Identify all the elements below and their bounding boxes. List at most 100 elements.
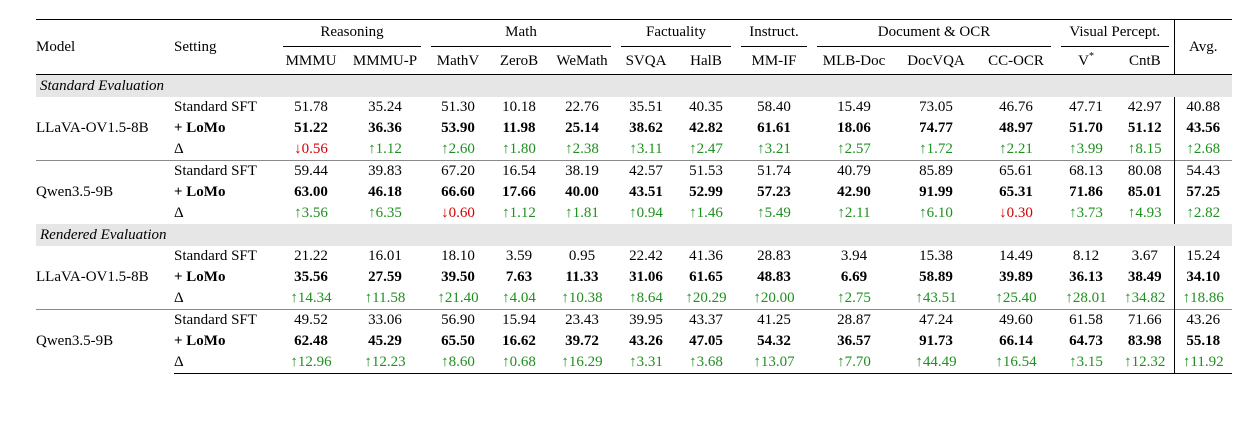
score-cell: 51.74	[736, 160, 813, 182]
delta-cell: ↑0.94	[629, 205, 663, 221]
delta-cell: ↑4.04	[502, 290, 536, 306]
score-cell: 36.36	[368, 120, 402, 136]
score-cell: 18.06	[837, 120, 871, 136]
score-cell: 27.59	[368, 269, 402, 285]
score-cell: 61.65	[689, 269, 723, 285]
section-title: Standard Evaluation	[36, 74, 1233, 97]
score-cell: 57.23	[757, 184, 791, 200]
score-cell: 66.60	[441, 184, 475, 200]
delta-cell: ↓0.56	[294, 141, 328, 157]
score-cell: 64.73	[1069, 333, 1103, 349]
score-cell: 8.12	[1072, 248, 1100, 264]
column-header: CC-OCR	[976, 48, 1057, 75]
delta-cell: ↑21.40	[437, 290, 479, 306]
table-row: Δ ↑14.34 ↑11.58 ↑21.40 ↑4.04 ↑10.38 ↑8.64 ↑20.2…	[36, 288, 1233, 310]
column-header: MathV	[426, 48, 491, 75]
score-cell: 7.63	[505, 269, 533, 285]
group-header: Document & OCR	[812, 19, 1057, 48]
score-cell: 54.43	[1173, 160, 1233, 182]
delta-cell: ↑8.60	[426, 352, 491, 374]
delta-cell: ↑44.49	[896, 352, 977, 374]
score-cell: 39.89	[999, 269, 1033, 285]
delta-cell: ↑14.34	[290, 290, 332, 306]
delta-cell: ↑6.10	[919, 205, 953, 221]
column-header: MMMU	[278, 48, 344, 75]
delta-cell: ↑5.49	[757, 205, 791, 221]
score-cell: 39.95	[616, 309, 677, 331]
group-header: Math	[426, 19, 617, 48]
table-row: Δ ↑12.96 ↑12.23 ↑8.60 ↑0.68 ↑16.29 ↑3.31 ↑3.68 ↑…	[36, 352, 1233, 374]
delta-cell: ↓0.60	[441, 205, 475, 221]
score-cell: 51.70	[1069, 120, 1103, 136]
setting-label: Δ	[174, 290, 184, 306]
score-cell: 10.18	[502, 99, 536, 115]
model-name: Qwen3.5-9B	[36, 160, 174, 224]
delta-cell: ↑12.23	[344, 352, 427, 374]
score-cell: 43.56	[1173, 118, 1233, 139]
score-cell: 51.30	[441, 99, 475, 115]
section-header-row: Rendered Evaluation	[36, 224, 1233, 246]
column-header: MMMU-P	[344, 48, 427, 75]
score-cell: 36.13	[1069, 269, 1103, 285]
table-body: Standard Evaluation LLaVA-OV1.5-8B Standar…	[36, 74, 1233, 374]
group-header: Instruct.	[736, 19, 813, 48]
score-cell: 67.20	[426, 160, 491, 182]
score-cell: 11.33	[565, 269, 599, 285]
score-cell: 43.26	[1173, 309, 1233, 331]
score-cell: 22.42	[629, 248, 663, 264]
delta-cell: ↑2.11	[837, 205, 871, 221]
score-cell: 83.98	[1127, 333, 1162, 349]
score-cell: 18.10	[441, 248, 475, 264]
score-cell: 48.83	[757, 269, 791, 285]
delta-cell: ↑3.56	[294, 205, 328, 221]
score-cell: 3.94	[840, 248, 868, 264]
delta-cell: ↑2.75	[837, 290, 871, 306]
score-cell: 16.54	[490, 160, 549, 182]
score-cell: 55.18	[1173, 331, 1233, 352]
group-header: Factuality	[616, 19, 737, 48]
delta-cell: ↑3.21	[757, 141, 791, 157]
table-row: LLaVA-OV1.5-8B Standard SFT 21.22 16.01 18.1…	[36, 246, 1233, 285]
table-row: Qwen3.5-9B Standard SFT 59.44 39.83 67.20 16.…	[36, 160, 1233, 224]
delta-cell: ↑3.99	[1069, 141, 1103, 157]
header-setting: Setting	[174, 19, 278, 75]
score-cell: 46.76	[999, 99, 1033, 115]
score-cell: 40.79	[812, 160, 897, 182]
score-cell: 65.31	[999, 184, 1033, 200]
delta-cell: ↑43.51	[915, 290, 957, 306]
score-cell: 35.24	[368, 99, 402, 115]
table-row: + LoMo 35.56 27.59 39.50 7.63 11.33 31.06 61.65…	[36, 267, 1233, 288]
delta-cell: ↑1.81	[565, 205, 599, 221]
score-cell: 28.83	[757, 248, 791, 264]
score-cell: 52.99	[689, 184, 723, 200]
delta-cell: ↑1.46	[689, 205, 723, 221]
delta-cell: ↑28.01	[1065, 290, 1107, 306]
score-cell: 42.82	[689, 120, 723, 136]
score-cell: 15.94	[490, 309, 549, 331]
score-cell: 17.66	[502, 184, 536, 200]
score-cell: 91.73	[919, 333, 953, 349]
score-cell: 74.77	[919, 120, 953, 136]
delta-cell: ↑10.38	[561, 290, 603, 306]
setting-label: Standard SFT	[174, 160, 278, 182]
score-cell: 46.18	[368, 184, 402, 200]
score-cell: 62.48	[294, 333, 328, 349]
score-cell: 51.53	[676, 160, 737, 182]
group-header: Reasoning	[278, 19, 427, 48]
delta-cell: ↑12.32	[1116, 352, 1175, 374]
table-row: Qwen3.5-9B Standard SFT 49.52 33.06 56.90 15.…	[36, 309, 1233, 374]
score-cell: 45.29	[368, 333, 402, 349]
score-cell: 43.51	[629, 184, 663, 200]
table-row: Δ ↓0.56 ↑1.12 ↑2.60 ↑1.80 ↑2.38 ↑3.11 ↑2.47 ↑3.2…	[36, 139, 1233, 161]
table-row: Δ ↑3.56 ↑6.35 ↓0.60 ↑1.12 ↑1.81 ↑0.94 ↑1.46 ↑5.4…	[36, 203, 1233, 224]
score-cell: 51.12	[1127, 120, 1162, 136]
score-cell: 61.61	[757, 120, 791, 136]
setting-label: Standard SFT	[174, 99, 257, 115]
score-cell: 80.08	[1116, 160, 1175, 182]
setting-label: Δ	[174, 141, 184, 157]
delta-cell: ↑2.21	[999, 141, 1033, 157]
delta-cell: ↑20.00	[753, 290, 795, 306]
column-header: MM-IF	[736, 48, 813, 75]
model-name: Qwen3.5-9B	[36, 309, 174, 374]
header-column-row: MMMU MMMU-P MathV ZeroB WeMath SVQA HalB…	[36, 48, 1232, 75]
